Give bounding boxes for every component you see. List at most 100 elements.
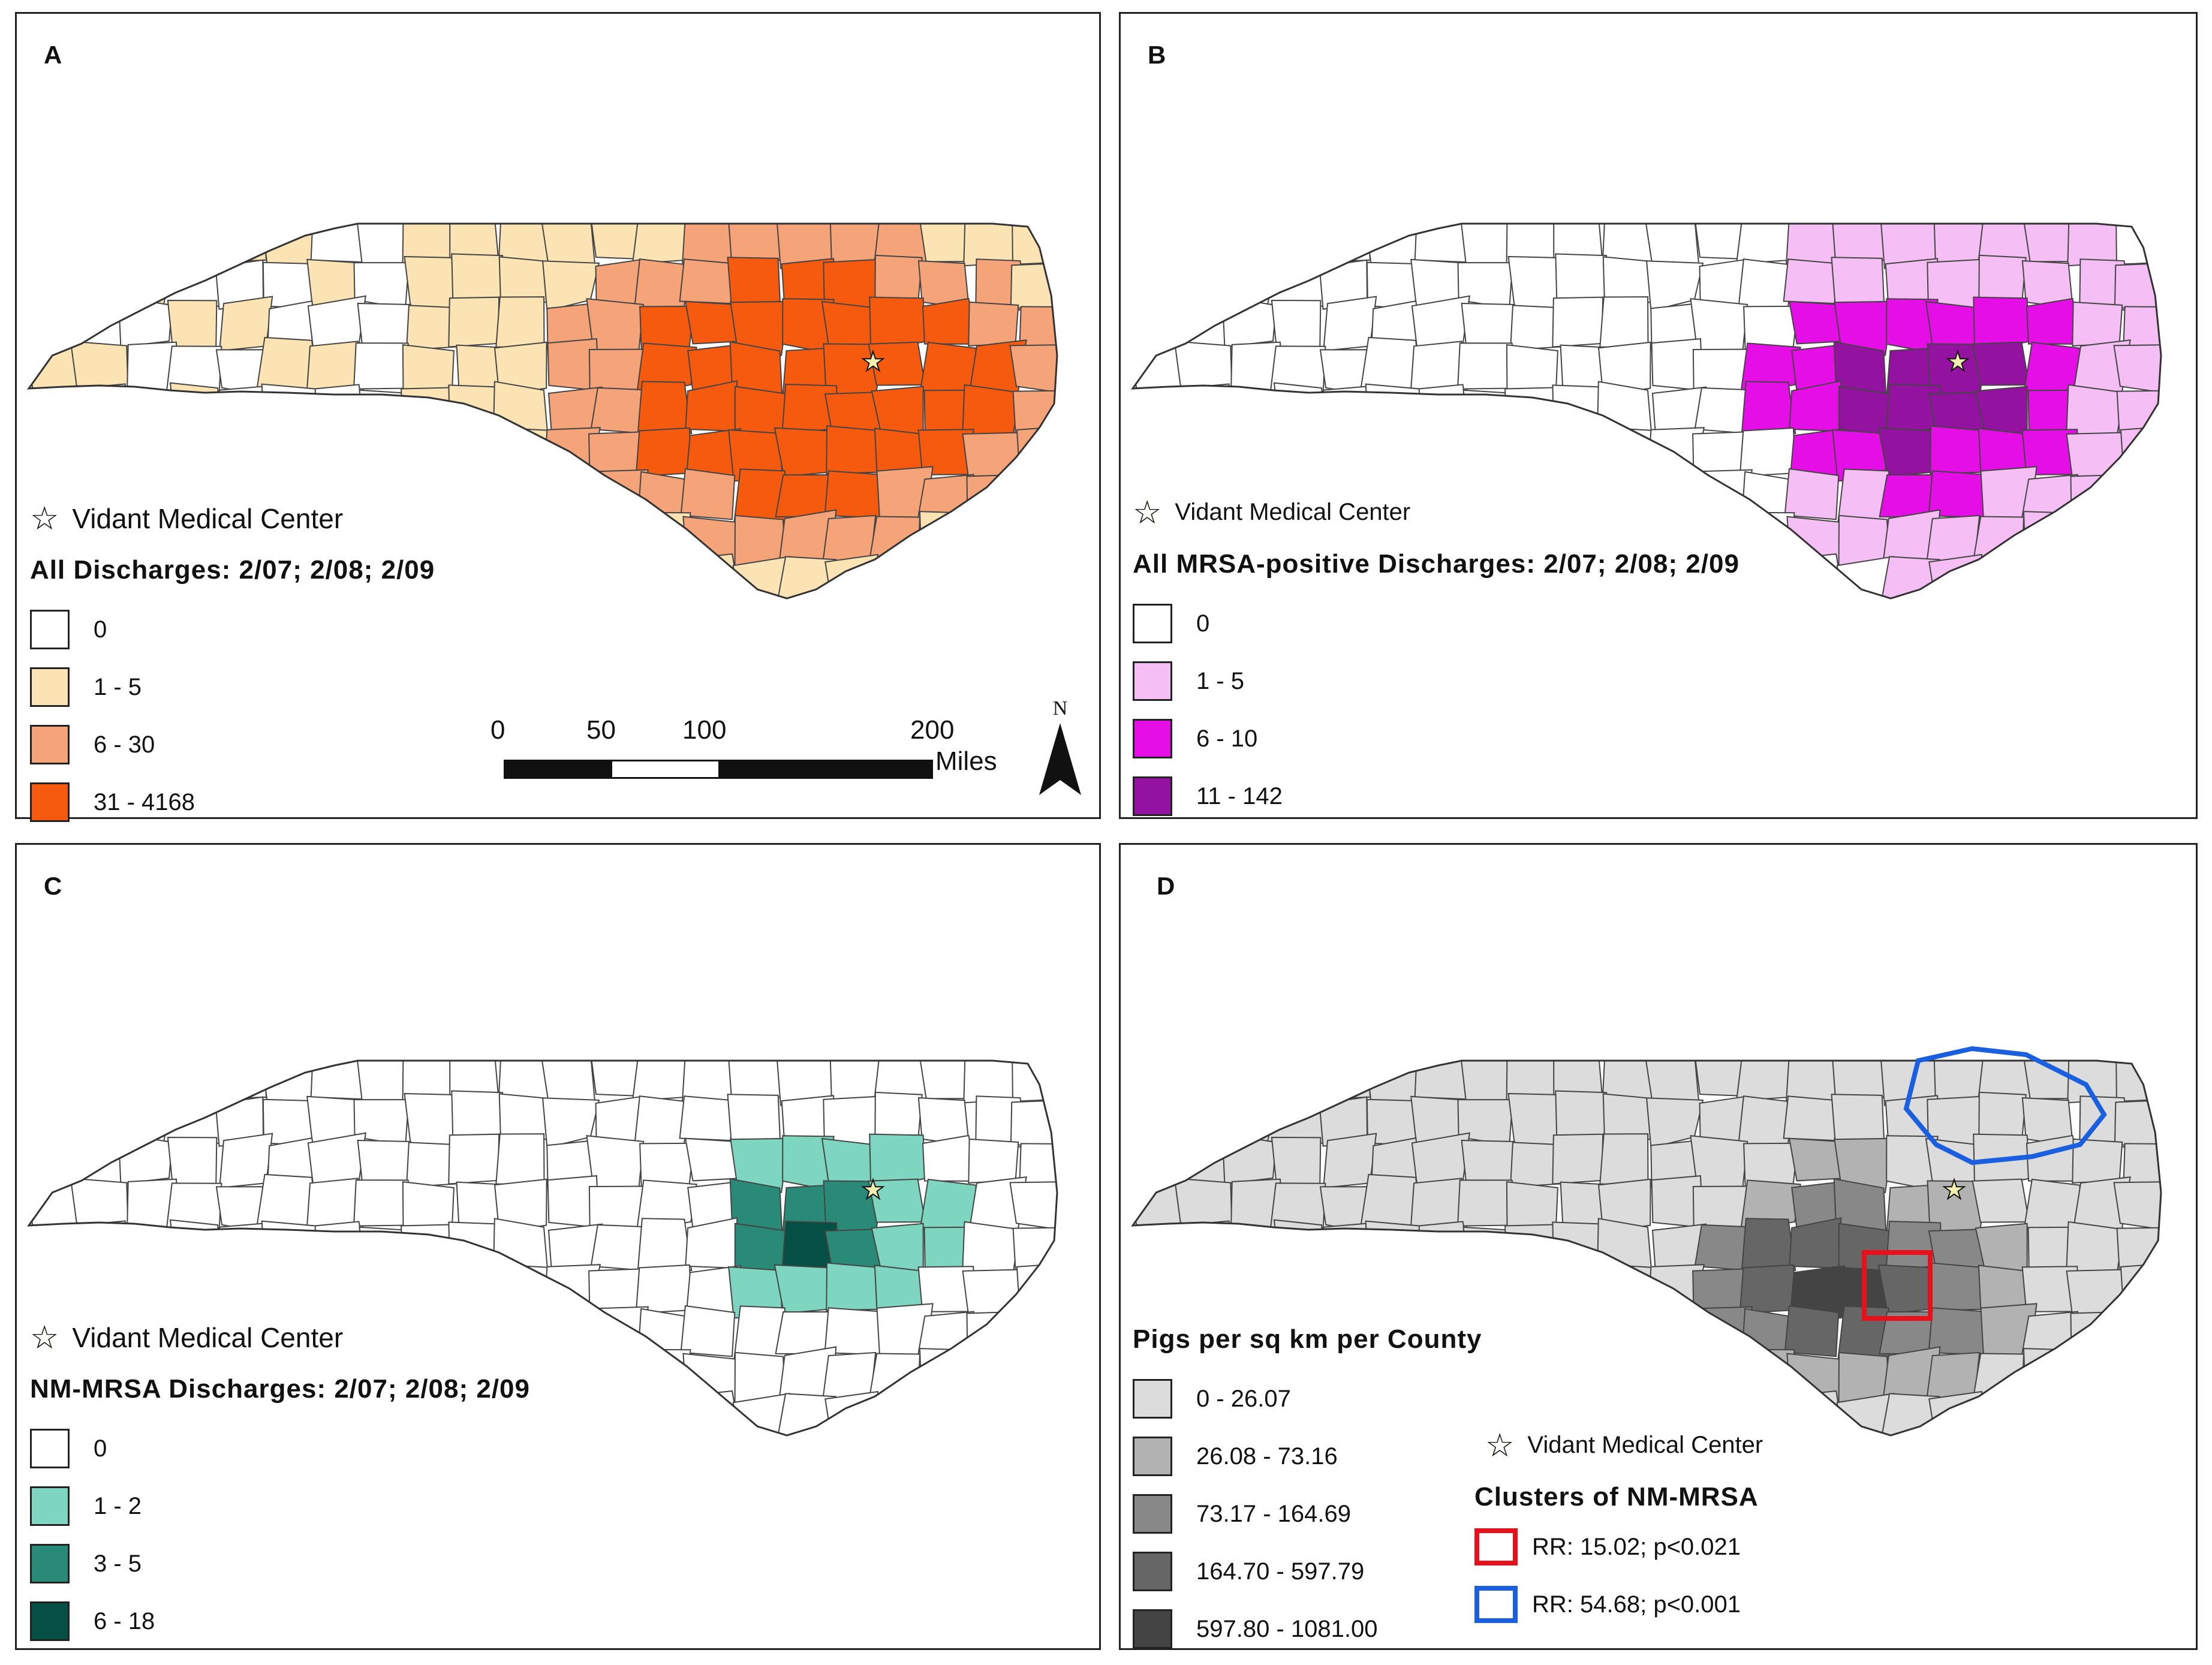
legend-swatch: [1133, 1494, 1172, 1534]
nc-county-map: ★: [1130, 1046, 2162, 1437]
legend-class: 1 - 2: [30, 1477, 530, 1535]
hospital-legend-item: ☆ Vidant Medical Center: [1485, 1426, 1763, 1464]
county: [1016, 425, 1057, 475]
county: [1602, 1093, 1654, 1141]
hospital-star-marker: ★: [1942, 1175, 1966, 1205]
county: [404, 1092, 457, 1149]
county: [451, 1090, 504, 1142]
county: [1552, 1345, 1609, 1400]
county: [919, 1348, 979, 1402]
hospital-star-marker: ★: [861, 1175, 884, 1205]
county: [2114, 517, 2161, 567]
county: [2115, 224, 2161, 266]
county: [637, 381, 693, 435]
county: [1926, 1351, 1981, 1400]
county: [1877, 427, 1939, 477]
county: [1268, 1261, 1322, 1318]
nc-state-outline: [26, 1059, 1058, 1437]
county: [2114, 262, 2161, 311]
county: [1925, 300, 1982, 351]
county: [774, 1264, 835, 1314]
county: [2072, 301, 2123, 347]
legend-class: 597.80 - 1081.00: [1133, 1600, 1482, 1658]
legend-swatch: [30, 725, 70, 764]
county: [589, 224, 642, 260]
county: [589, 1061, 642, 1097]
county: [730, 300, 790, 356]
county: [450, 474, 502, 525]
county: [1371, 1268, 1417, 1309]
legend-class: 0: [1133, 595, 1739, 652]
county: [1741, 381, 1796, 435]
county: [1739, 1264, 1796, 1314]
county: [1786, 553, 1846, 598]
county: [1133, 1134, 1185, 1190]
county: [401, 1224, 458, 1266]
county: [2114, 1099, 2161, 1148]
county: [1738, 511, 1795, 565]
legend: ☆ Vidant Medical Center All MRSA-positiv…: [1133, 493, 1739, 825]
county: [1596, 381, 1653, 438]
county: [29, 430, 79, 479]
nc-state-outline: [1130, 222, 2162, 600]
legend-swatch: [30, 1601, 70, 1641]
panel-b: B ★ ☆ Vidant Medical Center All MRSA-pos…: [1119, 12, 2198, 819]
county: [1690, 1346, 1750, 1401]
county: [267, 1268, 313, 1309]
county: [1178, 1061, 1232, 1103]
legend: ☆ Vidant Medical Center NM-MRSA Discharg…: [30, 1318, 530, 1650]
county: [588, 431, 642, 474]
cluster-legend-item: RR: 15.02; p<0.021: [1474, 1518, 1763, 1576]
nc-county-map: ★: [1130, 222, 2162, 600]
scale-bar: 0 50 100 200 Miles: [490, 715, 1030, 805]
county: [1010, 262, 1057, 311]
legend-swatch: [30, 667, 70, 707]
county: [1015, 1309, 1057, 1359]
county: [118, 1133, 173, 1185]
county: [449, 508, 505, 563]
legend-class: 0: [30, 1420, 530, 1477]
county: [498, 256, 550, 304]
county: [1507, 255, 1561, 312]
county: [1504, 1224, 1561, 1266]
county: [679, 1095, 736, 1142]
county: [680, 468, 736, 520]
county: [448, 1133, 500, 1185]
legend-swatch: [1133, 1552, 1172, 1591]
county: [1741, 1218, 1796, 1272]
county: [1972, 1178, 2030, 1223]
county: [1456, 342, 1516, 390]
county: [775, 1393, 837, 1435]
county: [493, 341, 547, 396]
legend-swatch: [30, 782, 70, 822]
county: [826, 425, 880, 474]
county: [962, 1221, 1021, 1275]
county: [822, 514, 877, 563]
county: [1371, 431, 1417, 472]
nc-state-outline: [1130, 1059, 2162, 1437]
star-icon: ☆: [1133, 495, 1162, 531]
legend-swatch: [1133, 1437, 1172, 1476]
county: [1597, 341, 1651, 396]
legend: Pigs per sq km per County 0 - 26.07 26.0…: [1133, 1324, 1482, 1658]
county: [1012, 390, 1057, 436]
county: [1692, 431, 1746, 474]
panel-c: C ★ ☆ Vidant Medical Center NM-MRSA Disc…: [15, 843, 1101, 1650]
county: [449, 429, 498, 483]
county: [29, 392, 85, 438]
county: [74, 1061, 128, 1103]
county: [2115, 1061, 2161, 1103]
county: [2113, 1181, 2161, 1231]
legend: ☆ Vidant Medical Center All Discharges: …: [30, 499, 435, 831]
county: [1599, 1347, 1656, 1405]
county: [1270, 224, 1327, 266]
county: [1364, 1061, 1421, 1104]
county: [1015, 472, 1057, 522]
county: [631, 224, 689, 264]
county: [404, 255, 457, 312]
county: [2118, 1309, 2161, 1359]
county: [1926, 514, 1981, 563]
legend-class: 11 - 142: [1133, 767, 1739, 825]
county: [1693, 1061, 1745, 1097]
county: [1133, 256, 1187, 308]
